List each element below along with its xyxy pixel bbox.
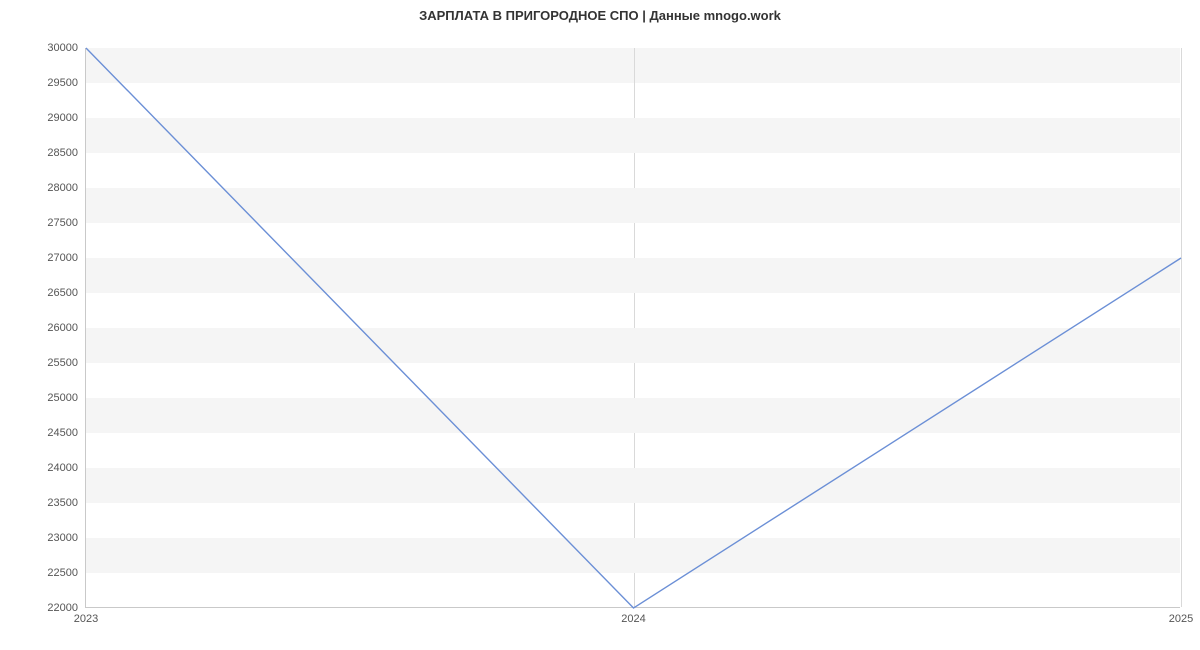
y-tick-label: 25000 xyxy=(47,392,86,404)
y-tick-label: 29000 xyxy=(47,112,86,124)
y-tick-label: 25500 xyxy=(47,357,86,369)
y-tick-label: 26500 xyxy=(47,287,86,299)
y-tick-label: 23000 xyxy=(47,532,86,544)
y-tick-label: 28000 xyxy=(47,182,86,194)
y-tick-label: 22500 xyxy=(47,567,86,579)
x-tick-label: 2023 xyxy=(74,607,98,625)
chart-title: ЗАРПЛАТА В ПРИГОРОДНОЕ СПО | Данные mnog… xyxy=(0,8,1200,23)
y-tick-label: 27000 xyxy=(47,252,86,264)
y-tick-label: 28500 xyxy=(47,147,86,159)
x-tick-label: 2024 xyxy=(621,607,645,625)
y-tick-label: 30000 xyxy=(47,42,86,54)
y-tick-label: 26000 xyxy=(47,322,86,334)
x-gridline xyxy=(1181,48,1182,607)
y-tick-label: 23500 xyxy=(47,497,86,509)
y-tick-label: 29500 xyxy=(47,77,86,89)
data-line xyxy=(86,48,1181,608)
y-tick-label: 24500 xyxy=(47,427,86,439)
y-tick-label: 24000 xyxy=(47,462,86,474)
salary-chart: ЗАРПЛАТА В ПРИГОРОДНОЕ СПО | Данные mnog… xyxy=(0,0,1200,650)
plot-area: 2200022500230002350024000245002500025500… xyxy=(85,48,1180,608)
y-tick-label: 27500 xyxy=(47,217,86,229)
line-layer xyxy=(86,48,1181,608)
x-tick-label: 2025 xyxy=(1169,607,1193,625)
